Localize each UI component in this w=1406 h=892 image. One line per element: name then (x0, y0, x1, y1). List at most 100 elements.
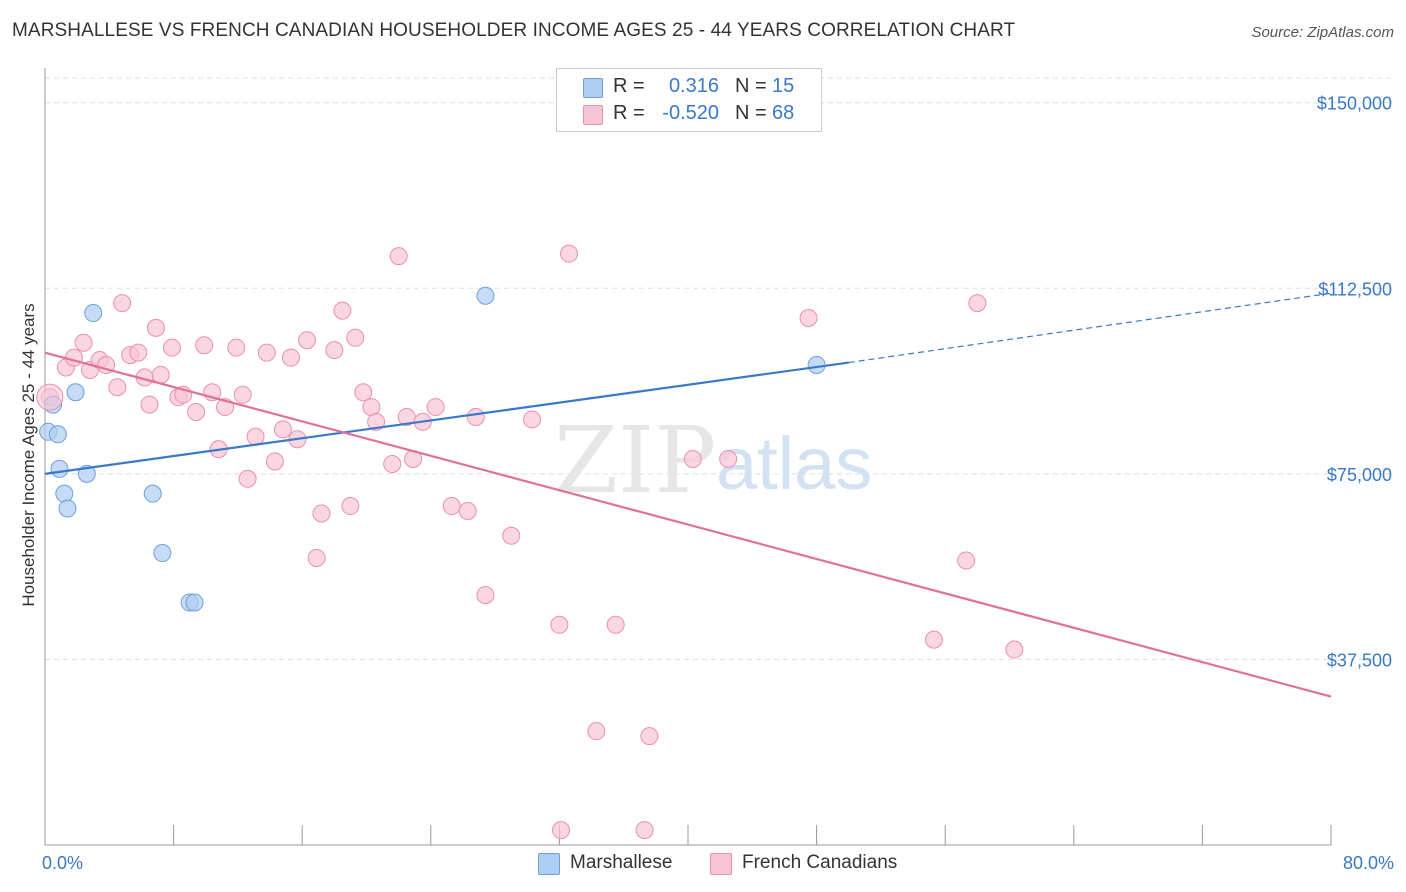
french-canadian-point (458, 501, 477, 520)
series-label: French Canadians (742, 852, 898, 873)
y-axis-label: Householder Income Ages 25 - 44 years (19, 303, 38, 606)
legend-r-value: 0.316 (668, 75, 719, 97)
french-canadian-point (397, 407, 416, 426)
series-legend-marshallese: Marshallese (538, 852, 698, 876)
series-legend-french-canadians: French Canadians (710, 852, 920, 876)
french-canadian-point (523, 410, 542, 429)
legend-swatch-blue (583, 78, 603, 98)
french-canadian-point (640, 727, 659, 746)
legend-row-marshallese: R = 0.316 N = 15 (557, 74, 821, 100)
watermark-atlas: atlas (716, 422, 872, 505)
series-swatch-pink (710, 853, 732, 875)
french-canadian-point (683, 450, 702, 469)
french-canadian-point (36, 383, 64, 411)
marshallese-point (153, 544, 172, 563)
french-canadian-point (476, 586, 495, 605)
x-tick-label: 0.0% (42, 853, 83, 873)
french-canadian-point (719, 450, 738, 469)
marshallese-point (185, 593, 204, 612)
french-canadian-point (560, 244, 579, 263)
grid-lines (45, 77, 1395, 660)
series-label: Marshallese (570, 852, 673, 873)
french-canadian-point (383, 454, 402, 473)
marshallese-point (55, 484, 74, 503)
french-canadian-point (74, 333, 93, 352)
correlation-legend: R = 0.316 N = 15 R = -0.520 N = 68 (556, 68, 822, 132)
legend-n-value: 15 (772, 75, 795, 97)
french-canadian-point (799, 308, 818, 327)
french-canadian-point (265, 452, 284, 471)
french-canadian-point (108, 378, 127, 397)
trend-lines (44, 292, 1332, 698)
legend-swatch-pink (583, 105, 603, 125)
french-canadian-point (140, 395, 159, 414)
marshallese-point (66, 383, 85, 402)
y-tick-label: $37,500 (1327, 650, 1392, 670)
marshallese-point (58, 499, 77, 518)
french-canadian-point (113, 294, 132, 313)
french-canadian-point (325, 341, 344, 360)
french-canadian-point (195, 336, 214, 355)
marshallese-point (48, 425, 67, 444)
legend-r-label: R = (613, 102, 645, 124)
french-canadian-point (466, 407, 485, 426)
marshallese-trend-extension (848, 292, 1332, 364)
french-canadian-point (312, 504, 331, 523)
series-swatch-blue (538, 853, 560, 875)
chart-title: MARSHALLESE VS FRENCH CANADIAN HOUSEHOLD… (12, 20, 1016, 41)
y-tick-label: $75,000 (1327, 465, 1392, 485)
french-canadian-point (146, 318, 165, 337)
french-canadian-point (606, 615, 625, 634)
french-canadian-point (354, 383, 373, 402)
marshallese-point (84, 304, 103, 323)
french-canadian-point (957, 551, 976, 570)
axes (44, 68, 1332, 846)
french-canadian-point (502, 526, 521, 545)
french-canadian-point (273, 420, 292, 439)
legend-r-value: -0.520 (662, 102, 719, 124)
french-canadian-point (187, 403, 206, 422)
french-canadian-point (426, 398, 445, 417)
french-canadian-point (552, 821, 571, 840)
french-canadian-point (257, 343, 276, 362)
french-canadian-point (227, 338, 246, 357)
marshallese-point (143, 484, 162, 503)
french-canadian-point (968, 294, 987, 313)
french-canadian-point (246, 427, 265, 446)
legend-n-label: N = (735, 102, 767, 124)
french-canadian-point (1005, 640, 1024, 659)
y-tick-label: $112,500 (1318, 279, 1392, 299)
marshallese-point (807, 356, 826, 375)
french-canadian-point (281, 348, 300, 367)
french-canadian-point (587, 722, 606, 741)
french-canadian-point (550, 615, 569, 634)
legend-n-label: N = (735, 75, 767, 97)
french-canadian-point (389, 247, 408, 266)
marshallese-point (50, 459, 69, 478)
marshallese-trend-line (44, 361, 849, 475)
french-canadian-point (64, 348, 83, 367)
french-canadian-point (635, 821, 654, 840)
y-tick-label: $150,000 (1317, 94, 1392, 114)
x-tick-label: 80.0% (1343, 853, 1394, 873)
legend-r-label: R = (613, 75, 645, 97)
french-canadian-point (367, 412, 386, 431)
french-canadian-point (333, 301, 352, 320)
french-canadian-point (298, 331, 317, 350)
french-canadian-point (924, 630, 943, 649)
tick-labels: $37,500 $75,000 $112,500 $150,000 0.0% 80.0% (42, 94, 1394, 873)
marshallese-point (476, 286, 495, 305)
source-label: Source: ZipAtlas.com (1251, 24, 1394, 41)
french-canadian-point (346, 328, 365, 347)
data-points (36, 244, 1024, 840)
french-canadian-point (307, 548, 326, 567)
legend-n-value: 68 (772, 102, 795, 124)
french-canadian-point (341, 497, 360, 516)
french-canadian-point (129, 343, 148, 362)
french-canadian-trend-line (44, 351, 1332, 698)
french-canadian-point (442, 497, 461, 516)
french-canadian-point (233, 385, 252, 404)
french-canadian-point (162, 338, 181, 357)
french-canadian-point (238, 469, 257, 488)
